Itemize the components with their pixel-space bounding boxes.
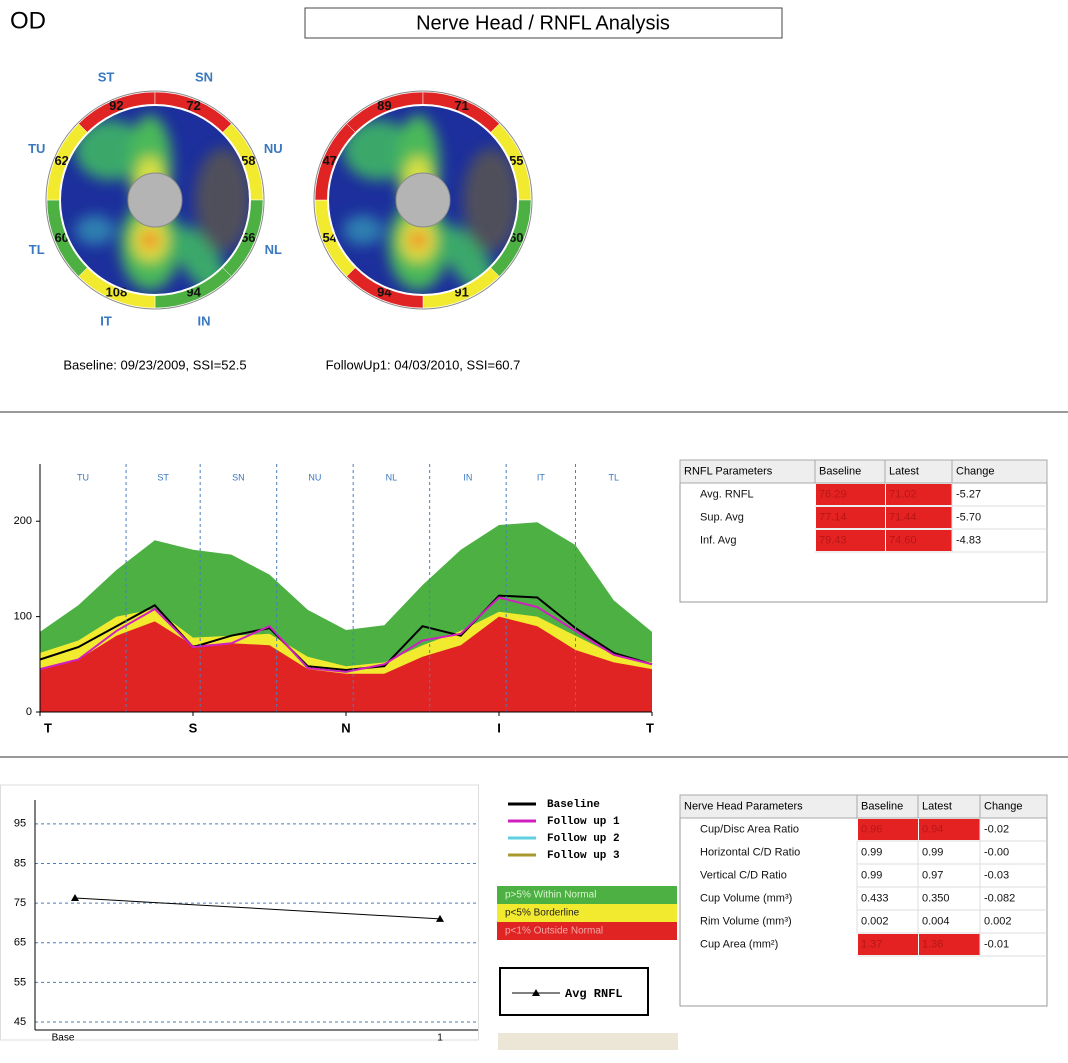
table-cell: Cup Volume (mm³) <box>700 892 792 904</box>
y-tick-label: 45 <box>14 1016 26 1028</box>
sector-label: ST <box>98 69 115 84</box>
legend-label: Baseline <box>547 799 600 811</box>
sector-label: ST <box>157 472 169 482</box>
table-cell: -0.082 <box>984 892 1015 904</box>
table-header: Nerve Head Parameters <box>684 800 803 812</box>
table-cell: 71.44 <box>889 511 917 523</box>
y-tick-label: 200 <box>14 515 32 527</box>
table-cell: 0.96 <box>861 823 882 835</box>
y-tick-label: 65 <box>14 937 26 949</box>
norm-label: p<5% Borderline <box>505 908 580 919</box>
table-cell: 0.433 <box>861 892 889 904</box>
norm-label: p>5% Within Normal <box>505 890 596 901</box>
legend-label: Follow up 1 <box>547 816 620 828</box>
table-cell: Vertical C/D Ratio <box>700 869 787 881</box>
table-header: Latest <box>889 465 919 477</box>
table-cell: -0.00 <box>984 846 1009 858</box>
table-cell: -0.02 <box>984 823 1009 835</box>
table-cell: Cup/Disc Area Ratio <box>700 823 799 835</box>
table-cell: 76.29 <box>819 488 847 500</box>
x-tick-label: 1 <box>437 1033 443 1044</box>
sector-label: SN <box>232 472 245 482</box>
report-title: Nerve Head / RNFL Analysis <box>416 12 670 34</box>
table-cell: Horizontal C/D Ratio <box>700 846 800 858</box>
sector-label: IT <box>537 472 546 482</box>
legend-label: Avg RNFL <box>565 987 623 1001</box>
table-header: Change <box>984 800 1023 812</box>
y-tick-label: 95 <box>14 818 26 830</box>
sector-label: TU <box>77 472 89 482</box>
map-caption: FollowUp1: 04/03/2010, SSI=60.7 <box>326 357 521 372</box>
table-cell: 0.004 <box>922 915 950 927</box>
legend-label: Follow up 3 <box>547 850 620 862</box>
sector-label: TL <box>29 242 45 257</box>
table-header: Change <box>956 465 995 477</box>
x-tick-label: S <box>189 720 198 735</box>
table-cell: -0.01 <box>984 938 1009 950</box>
table-cell: -4.83 <box>956 534 981 546</box>
table-cell: Cup Area (mm²) <box>700 938 778 950</box>
x-tick-label: I <box>497 720 501 735</box>
table-cell: Rim Volume (mm³) <box>700 915 792 927</box>
x-tick-label: T <box>646 720 654 735</box>
table-cell: 0.350 <box>922 892 950 904</box>
table-header: Baseline <box>861 800 903 812</box>
norm-label: p<1% Outside Normal <box>505 926 603 937</box>
y-tick-label: 75 <box>14 897 26 909</box>
status-bar <box>498 1033 678 1050</box>
report: OD Nerve Head / RNFL Analysis 92ST72SN58… <box>0 0 1068 1058</box>
table-cell: Sup. Avg <box>700 511 744 523</box>
table-cell: 0.002 <box>861 915 889 927</box>
table-header: Latest <box>922 800 952 812</box>
eye-label: OD <box>10 7 46 34</box>
table-cell: 77.14 <box>819 511 847 523</box>
map-caption: Baseline: 09/23/2009, SSI=52.5 <box>63 357 246 372</box>
table-header: Baseline <box>819 465 861 477</box>
x-tick-label: Base <box>52 1033 75 1044</box>
table-cell: 0.99 <box>922 846 943 858</box>
y-tick-label: 55 <box>14 976 26 988</box>
legend-label: Follow up 2 <box>547 833 620 845</box>
table-cell: 79.43 <box>819 534 847 546</box>
table-cell: 1.36 <box>922 938 943 950</box>
table-cell: 0.99 <box>861 846 882 858</box>
table-cell: -5.70 <box>956 511 981 523</box>
sector-label: SN <box>195 69 213 84</box>
sector-label: NL <box>386 472 398 482</box>
page: { "header": {"eye": "OD", "title": "Nerv… <box>0 0 1068 1058</box>
table-cell: Inf. Avg <box>700 534 737 546</box>
sector-label: IN <box>463 472 472 482</box>
sector-label: TL <box>608 472 619 482</box>
table-cell: 0.97 <box>922 869 943 881</box>
x-tick-label: T <box>44 720 52 735</box>
y-tick-label: 0 <box>26 706 32 718</box>
sector-label: IN <box>197 313 210 328</box>
y-tick-label: 100 <box>14 611 32 623</box>
sector-label: NU <box>308 472 321 482</box>
x-tick-label: N <box>341 720 350 735</box>
table-cell: 74.60 <box>889 534 917 546</box>
sector-label: NL <box>265 242 282 257</box>
table-cell: 0.94 <box>922 823 943 835</box>
sector-label: NU <box>264 141 283 156</box>
table-cell: -0.03 <box>984 869 1009 881</box>
trend-panel <box>1 785 479 1040</box>
sector-label: IT <box>100 313 112 328</box>
table-cell: Avg. RNFL <box>700 488 754 500</box>
table-cell: -5.27 <box>956 488 981 500</box>
sector-label: TU <box>28 141 45 156</box>
table-cell: 0.99 <box>861 869 882 881</box>
table-header: RNFL Parameters <box>684 465 773 477</box>
y-tick-label: 85 <box>14 857 26 869</box>
table-cell: 0.002 <box>984 915 1012 927</box>
table-cell: 1.37 <box>861 938 882 950</box>
table-cell: 71.02 <box>889 488 917 500</box>
